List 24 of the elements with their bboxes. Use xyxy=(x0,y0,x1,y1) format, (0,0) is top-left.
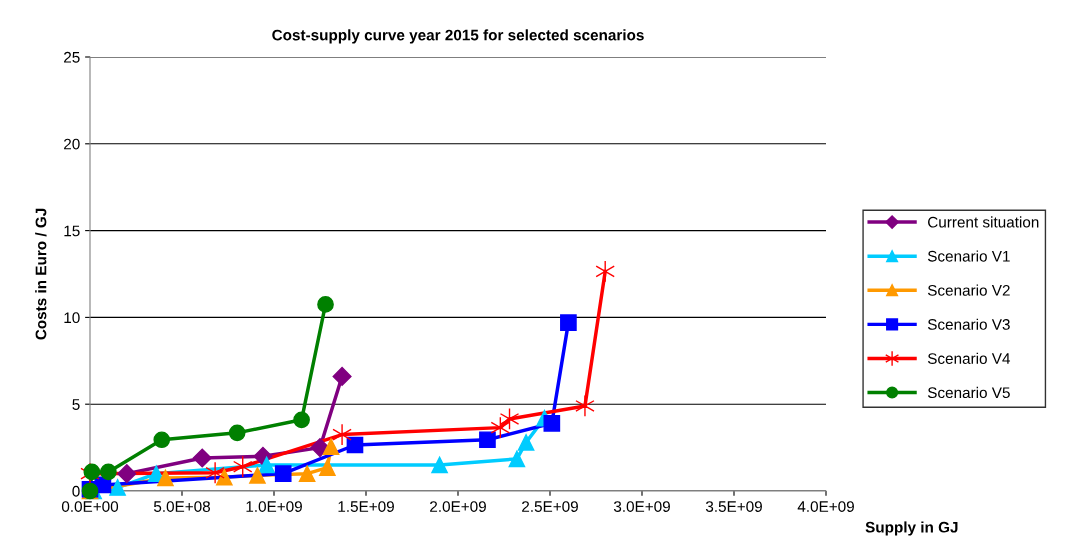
y-tick-label: 10 xyxy=(64,312,80,324)
chart-title: Cost-supply curve year 2015 for selected scenarios xyxy=(272,29,644,44)
x-axis-title: Supply in GJ xyxy=(865,521,958,536)
legend-label: Scenario V5 xyxy=(927,386,1010,399)
x-tick-label: 1.5E+09 xyxy=(338,501,394,512)
x-tick-label: 4.0E+09 xyxy=(797,501,854,512)
legend-label: Scenario V2 xyxy=(927,284,1010,296)
y-tick-label: 0 xyxy=(72,485,80,497)
x-tick-label: 0.0E+00 xyxy=(61,501,119,512)
y-tick-label: 15 xyxy=(64,225,80,237)
x-tick-label: 3.0E+09 xyxy=(613,501,670,512)
x-tick-label: 2.5E+09 xyxy=(522,501,578,512)
x-tick-label: 1.0E+09 xyxy=(246,501,302,512)
y-tick-label: 25 xyxy=(64,51,80,63)
legend-label: Scenario V4 xyxy=(927,352,1011,364)
legend-label: Scenario V3 xyxy=(927,318,1010,330)
y-tick-label: 20 xyxy=(64,138,80,150)
legend-label: Scenario V1 xyxy=(927,250,1010,262)
x-tick-label: 2.0E+09 xyxy=(430,501,486,512)
x-tick-label: 3.5E+09 xyxy=(705,501,762,512)
y-tick-label: 5 xyxy=(72,399,80,410)
x-tick-label: 5.0E+08 xyxy=(153,501,211,512)
legend-label: Current situation xyxy=(928,216,1039,228)
y-axis-title: Costs in Euro / GJ xyxy=(35,208,47,340)
